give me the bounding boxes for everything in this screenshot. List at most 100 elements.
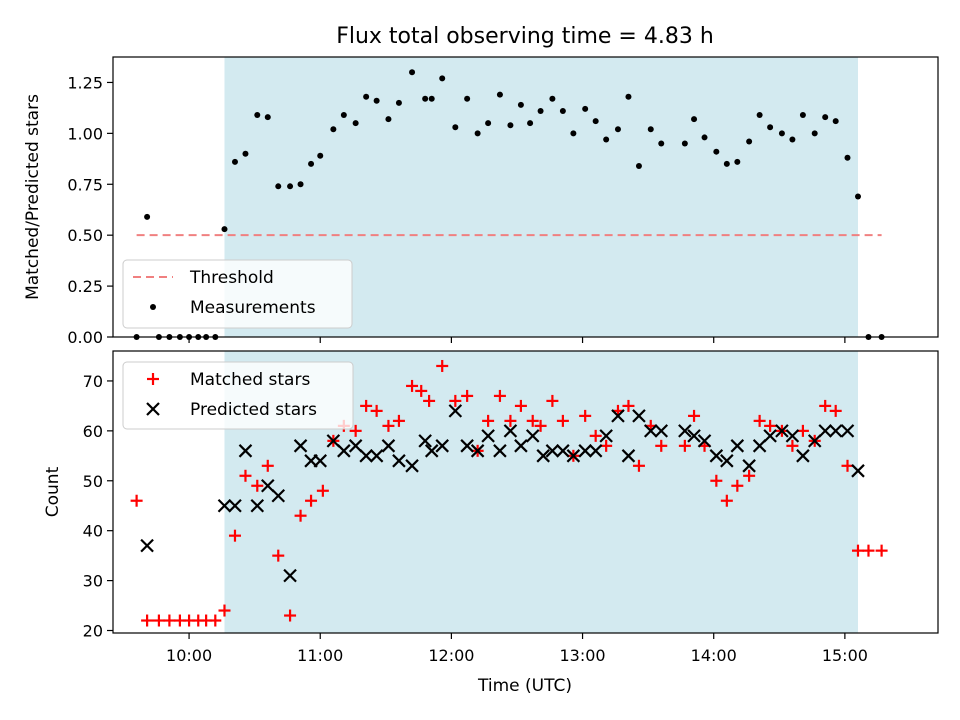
measurement-point: [231, 158, 238, 165]
predicted-point: [405, 459, 419, 473]
predicted-point: [752, 439, 767, 453]
measurement-point: [537, 107, 544, 114]
predicted-point: [337, 444, 351, 458]
predicted-point: [763, 429, 777, 443]
measurement-point: [854, 193, 861, 200]
x-tick-label: 11:00: [297, 646, 343, 665]
matched-point: [449, 394, 462, 407]
bottom-x-axis: 10:00 11:00 12:00 13:00 14:00 15:00: [166, 633, 868, 665]
matched-point: [141, 614, 154, 627]
measurement-point: [452, 124, 459, 131]
measurement-point: [789, 136, 796, 143]
bottom-y-axis: 20 30 40 50 60 70: [83, 372, 113, 641]
measurement-point: [264, 114, 271, 121]
matched-point: [209, 614, 222, 627]
matched-point: [218, 604, 231, 617]
measurement-point: [822, 114, 829, 121]
y-tick-label: 50: [83, 472, 103, 491]
measurement-point: [691, 116, 698, 123]
predicted-point: [536, 449, 550, 463]
ratio-panel: 0.00 0.25 0.50 0.75 1.00 1.25 Matched/Predict…: [23, 56, 939, 347]
predicted-stars-series: [140, 404, 865, 583]
matched-point: [261, 459, 274, 472]
predicted-point: [514, 439, 528, 453]
matched-point: [753, 414, 766, 427]
y-tick-label: 1.25: [67, 73, 103, 92]
predicted-point: [283, 568, 297, 583]
matched-point: [251, 479, 264, 492]
measurement-point: [658, 140, 665, 147]
x-axis-label: Time (UTC): [477, 676, 572, 696]
matched-point: [534, 419, 547, 432]
matched-point: [720, 494, 733, 507]
predicted-point: [730, 439, 745, 453]
predicted-point: [851, 464, 865, 478]
measurement-point: [799, 112, 806, 119]
measurement-point: [330, 126, 337, 133]
predicted-point: [271, 488, 286, 503]
predicted-point: [545, 444, 560, 458]
matched-point: [493, 389, 506, 402]
matched-point: [589, 429, 602, 442]
matched-point: [360, 399, 373, 412]
measurement-point: [287, 183, 294, 190]
bottom-legend: Matched stars Predicted stars: [122, 361, 354, 430]
y-tick-label: 30: [83, 572, 103, 591]
x-tick-label: 12:00: [428, 646, 474, 665]
matched-point: [862, 544, 875, 557]
predicted-point: [381, 439, 396, 453]
measurement-point: [317, 152, 324, 159]
measurement-point: [746, 138, 753, 145]
predicted-point: [293, 439, 308, 453]
matched-point: [556, 414, 569, 427]
matched-point: [655, 439, 668, 452]
predicted-point: [818, 424, 832, 438]
predicted-point: [525, 429, 540, 443]
legend-measurements-swatch: [150, 304, 156, 310]
predicted-point: [435, 439, 449, 453]
matched-stars-series: [130, 359, 888, 627]
predicted-point: [643, 424, 658, 438]
measurement-point: [297, 181, 304, 188]
matched-point: [546, 394, 559, 407]
top-legend: Threshold Measurements: [122, 259, 353, 329]
measurement-point: [496, 91, 503, 98]
y-tick-label: 0.25: [67, 277, 103, 296]
legend-matched-label: Matched stars: [190, 370, 310, 390]
predicted-point: [621, 449, 636, 463]
measurement-point: [647, 126, 654, 133]
matched-point: [423, 394, 436, 407]
measurement-point: [681, 140, 688, 147]
top-legend-box: [122, 259, 353, 329]
measurement-point: [474, 130, 481, 137]
measurement-point: [549, 95, 556, 102]
measurements-series: [133, 69, 885, 340]
measurement-point: [582, 105, 589, 112]
measurement-point: [254, 112, 261, 119]
chart-title: Flux total observing time = 4.83 h: [336, 24, 714, 49]
top-y-axis: 0.00 0.25 0.50 0.75 1.00 1.25: [67, 73, 113, 347]
measurement-point: [464, 95, 471, 102]
measurement-point: [507, 122, 514, 129]
matched-point: [294, 509, 307, 522]
predicted-point: [140, 538, 154, 553]
matched-point: [829, 404, 842, 417]
bottom-ylabel: Count: [43, 466, 63, 517]
measurement-point: [756, 112, 763, 119]
predicted-point: [785, 429, 800, 443]
x-tick-label: 14:00: [691, 646, 737, 665]
bottom-plot-frame: [112, 350, 939, 634]
measurement-point: [517, 101, 524, 108]
predicted-point: [348, 439, 363, 453]
y-tick-label: 60: [83, 422, 103, 441]
predicted-point: [678, 424, 692, 438]
measurement-point: [373, 97, 380, 104]
predicted-point: [566, 449, 581, 463]
y-tick-label: 1.00: [67, 124, 103, 143]
matched-point: [436, 359, 449, 372]
measurement-point: [308, 160, 315, 167]
x-tick-label: 13:00: [560, 646, 606, 665]
matched-point: [305, 494, 318, 507]
predicted-point: [359, 449, 373, 463]
predicted-point: [424, 444, 439, 458]
